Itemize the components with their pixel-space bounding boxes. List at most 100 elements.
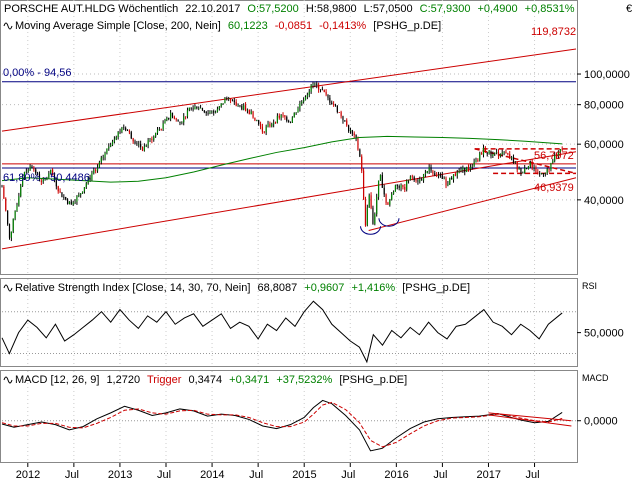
price-candle-body [53,175,56,181]
price-candle-body [280,115,282,118]
price-candle-body [441,175,443,180]
price-candle-body [134,141,136,144]
price-candle-body [413,177,415,181]
price-candle-body [136,143,138,145]
price-candle-body [196,106,198,109]
price-candle-body [336,105,338,113]
low-value: L:57,0500 [364,3,413,15]
x-tick-label: 2015 [292,469,316,480]
price-candle-body [23,172,26,177]
price-candle-body [548,169,550,170]
rsi-ytick-label: 50,0000 [584,328,624,340]
price-candle-body [209,111,211,114]
price-candle-body [494,152,496,155]
price-candle-body [379,174,382,181]
price-candle-body [497,152,500,156]
price-candle-body [220,103,222,107]
ma-label: Moving Average Simple [Close, 200, Nein] [15,20,221,32]
price-candle-body [158,129,160,130]
rsi-legend: Relative Strength Index [Close, 14, 30, … [3,282,470,294]
price-candle-body [132,138,134,142]
channel-upper-line [1,48,577,132]
ma-change-pct: -0,1413% [319,20,366,32]
x-tick-label: Jul [526,469,540,480]
price-candle-body [59,191,61,193]
price-candle-body [70,201,72,205]
price-candle-body [331,102,333,105]
price-candle-body [36,173,39,175]
price-candle-body [96,167,99,171]
price-candle-body [83,187,86,192]
price-candle-body [327,94,329,98]
price-candle-body [5,198,7,211]
price-candle-body [466,167,468,173]
price-candle-body [385,194,387,203]
price-candle-body [312,84,314,86]
price-candle-body [353,133,355,135]
price-panel [0,0,578,275]
price-candle-body [525,168,528,169]
price-candle-body [531,162,533,169]
price-candle-body [25,171,27,173]
price-candle-body [89,177,91,180]
price-candle-body [362,170,365,200]
price-candle-body [340,112,342,117]
price-candle-body [391,193,393,200]
price-candle-body [486,152,488,154]
price-candle-body [100,157,102,163]
price-header: PORSCHE AUT.HLDG Wöchentlich 22.10.2017 … [4,3,575,15]
price-candle-body [462,167,464,171]
price-candle-body [164,120,166,124]
change-pct: +0,8531% [525,3,575,15]
price-candle-body [241,105,243,110]
price-candle-body [252,111,254,118]
price-candle-body [516,161,518,170]
price-candle-body [376,196,378,215]
price-candle-body [222,103,224,104]
price-candle-body [392,191,395,194]
price-candle-body [411,176,413,178]
price-candle-body [216,108,219,112]
price-candle-body [145,145,147,147]
price-candle-body [288,120,290,122]
price-candle-body [475,160,477,162]
double-bottom-arc [360,226,382,235]
price-candle-body [535,167,537,173]
price-candle-body [344,120,346,121]
price-candle-body [316,83,318,85]
indicator-wave-icon [3,284,13,292]
price-candle-body [415,180,417,181]
price-candle-body [156,129,159,134]
price-candle-body [533,167,535,169]
price-candle-body [503,151,505,153]
price-ytick-label: 100,0000 [584,69,630,81]
price-candle-body [35,169,37,174]
price-candle-body [48,173,50,178]
price-candle-body [274,122,277,124]
price-candle-body [544,173,546,174]
price-candle-body [160,129,162,130]
price-candle-body [111,141,114,146]
price-candle-body [113,139,116,142]
price-candle-body [301,101,303,104]
svg-text:MACD [12, 26, 9] 1,2720: MACD [12, 26, 9] 1,2720 Trigger 0,3474 +… [15,374,407,386]
price-candle-body [282,115,284,116]
price-candle-body [374,214,376,224]
price-candle-body [76,196,78,202]
price-candle-body [501,152,503,155]
price-candle-body [258,120,260,125]
price-candle-body [106,148,108,154]
triangle-bottom-label: 46,9379 [534,182,574,194]
price-candle-body [490,150,492,157]
price-candle-body [138,143,140,145]
price-candle-body [424,173,427,175]
support-line [368,177,577,231]
price-candle-body [454,174,456,176]
price-candle-body [346,120,348,126]
svg-text:Relative Strength Index [Close: Relative Strength Index [Close, 14, 30, … [15,282,470,294]
price-ytick-label: 60,0000 [584,139,624,151]
price-candle-body [181,122,183,123]
price-candle-body [436,174,438,176]
price-candle-body [44,178,46,180]
price-candle-body [400,184,402,188]
